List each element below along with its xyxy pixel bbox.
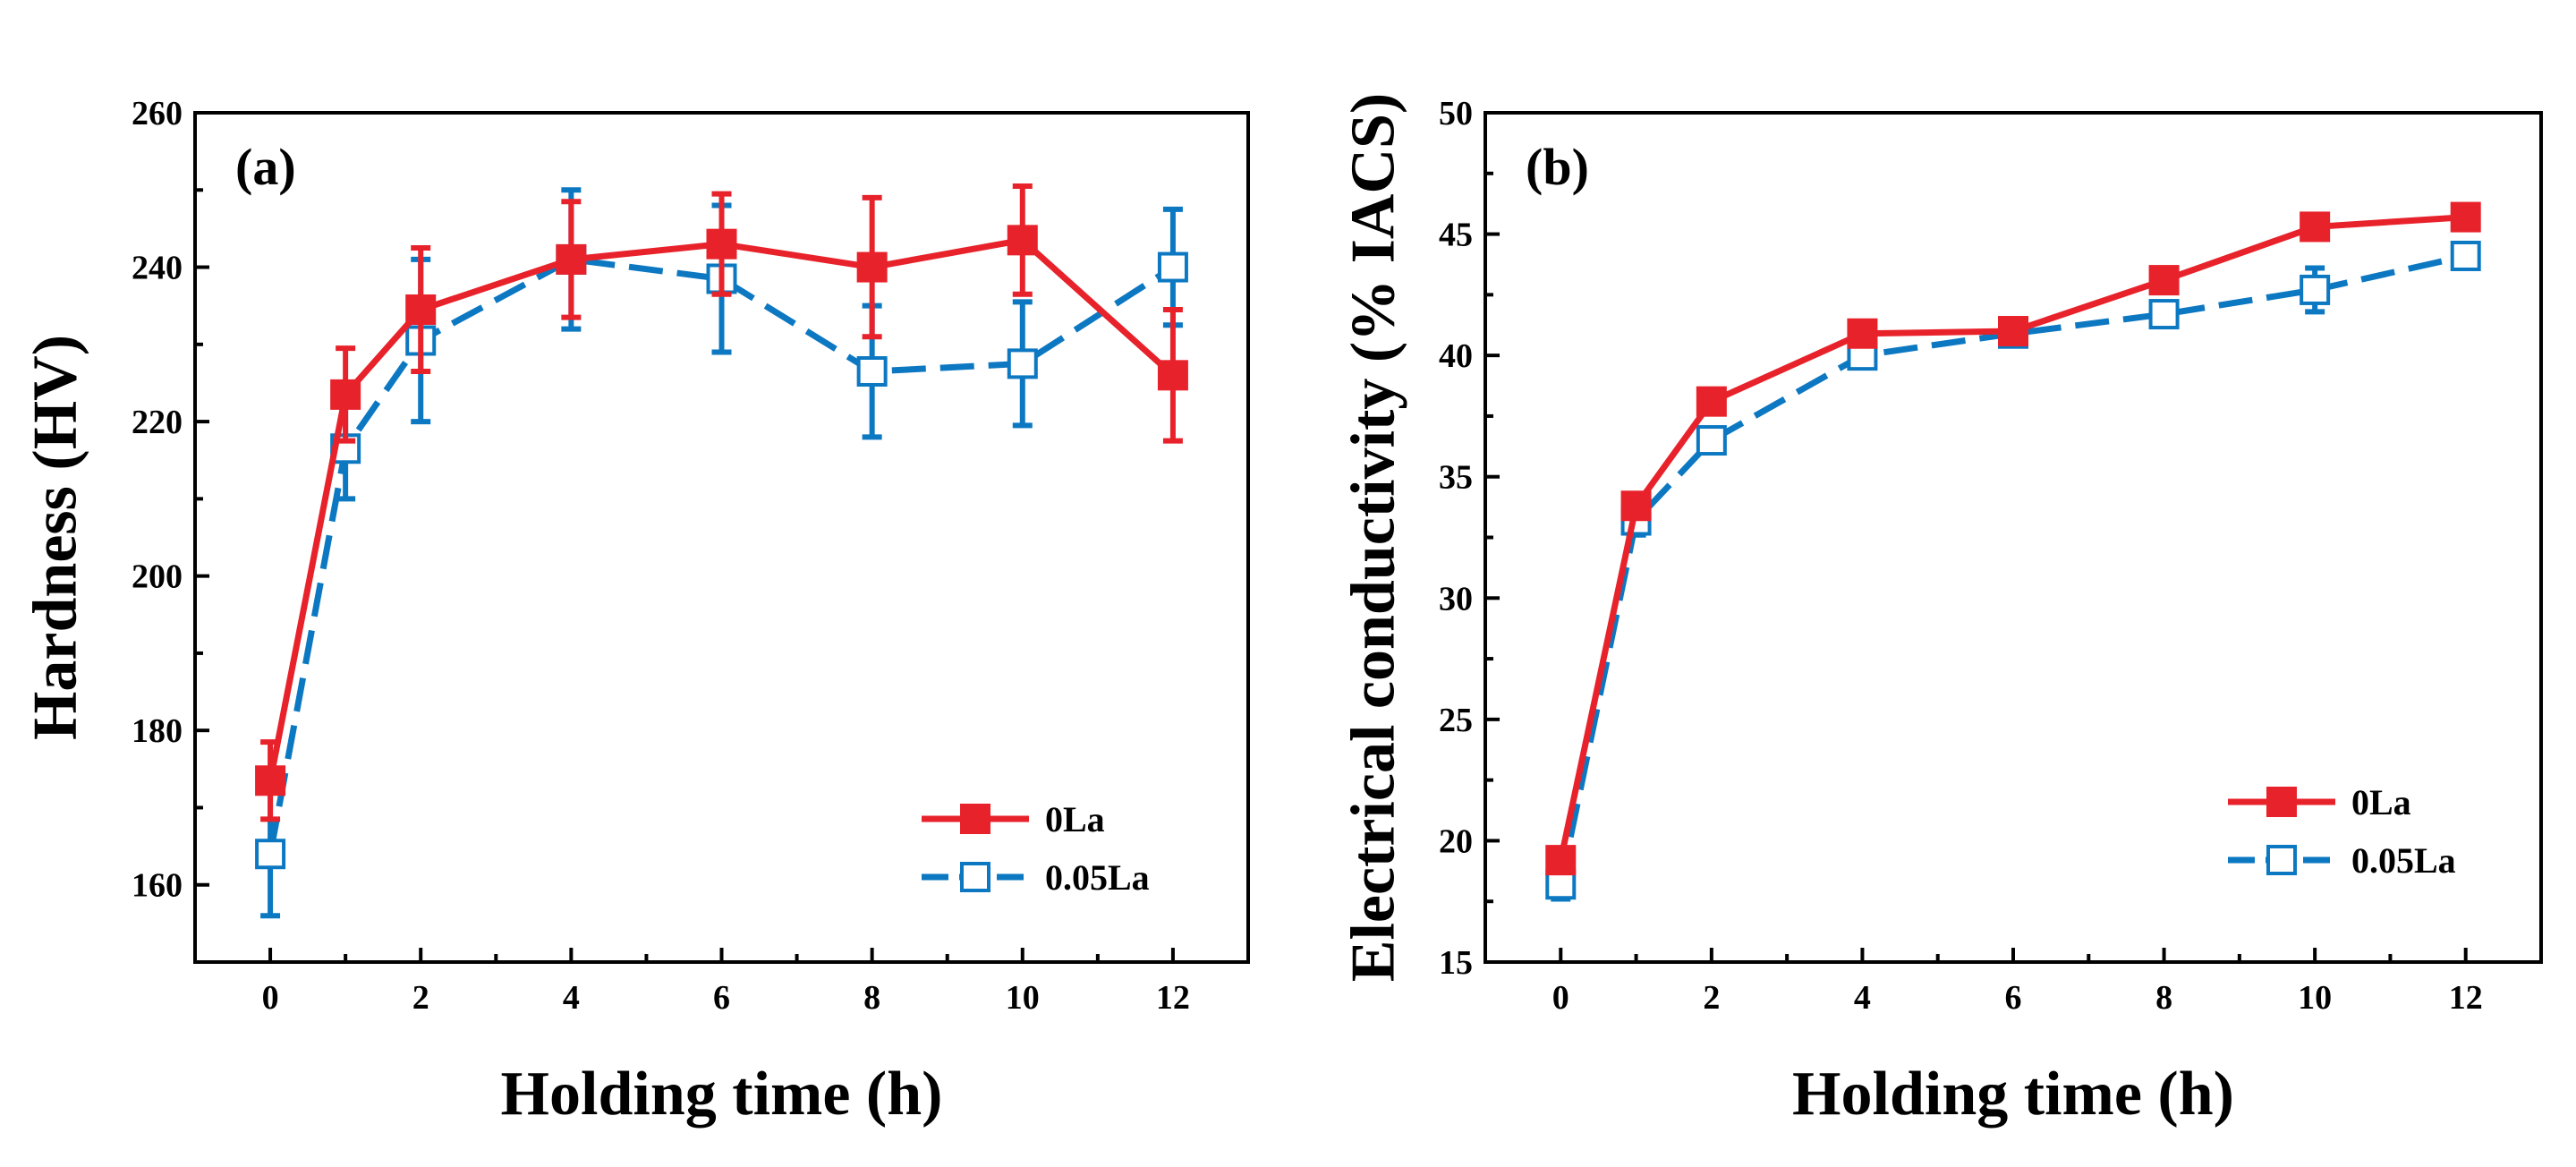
hardness-data-point [556,243,587,275]
conductivity-data-point [1847,318,1878,349]
hardness-y-axis-title: Hardness (HV) [21,335,90,740]
hardness-y-tick-label: 200 [132,558,183,596]
hardness-data-point [1157,360,1188,391]
conductivity-y-tick-label: 40 [1439,337,1473,375]
hardness-data-point [330,379,361,410]
conductivity-x-tick-label: 6 [2005,979,2022,1017]
hardness-data-point [255,839,286,870]
conductivity-x-tick-label: 2 [1703,979,1720,1017]
conductivity-data-point [1545,845,1577,876]
conductivity-y-tick-label: 25 [1439,702,1473,739]
conductivity-legend-label: 0.05La [2351,840,2456,881]
hardness-legend-marker [960,862,990,892]
conductivity-x-tick-label: 10 [2298,979,2332,1017]
conductivity-data-point [2450,240,2481,271]
conductivity-series-line [1557,214,2466,861]
conductivity-y-tick-label: 20 [1439,822,1473,860]
conductivity-y-tick-label: 45 [1439,217,1473,254]
hardness-data-point [1157,251,1188,283]
conductivity-x-tick-label: 8 [2155,979,2172,1017]
conductivity-legend-marker [2266,787,2297,817]
conductivity-y-axis-title: Electrical conductivity (% IACS) [1339,93,1408,982]
hardness-y-tick-label: 180 [132,712,183,750]
hardness-legend: 0La 0.05La [922,799,1150,898]
conductivity-data-point [2450,201,2481,233]
conductivity-legend-marker [2266,845,2297,875]
conductivity-legend: 0La 0.05La [2228,782,2456,881]
hardness-x-axis-title: Holding time (h) [501,1060,943,1129]
conductivity-series-0La [1545,201,2481,876]
conductivity-legend-label: 0La [2351,782,2411,822]
hardness-data-point [706,228,737,260]
hardness-y-tick-label: 160 [132,867,183,905]
conductivity-panel-label: (b) [1526,138,1589,196]
hardness-x-tick-label: 10 [1006,979,1040,1017]
hardness-x-tick-label: 8 [863,979,880,1017]
hardness-series-line [267,256,1175,855]
conductivity-data-point [1696,425,1727,456]
conductivity-data-point [2300,211,2331,243]
conductivity-data-point [1696,386,1727,417]
hardness-x-tick-label: 2 [412,979,429,1017]
hardness-x-tick-label: 6 [713,979,730,1017]
conductivity-x-tick-label: 0 [1552,979,1569,1017]
hardness-legend-label: 0.05La [1045,857,1150,898]
hardness-x-tick-label: 0 [262,979,279,1017]
conductivity-x-tick-label: 12 [2449,979,2483,1017]
conductivity-series-line [1557,252,2467,885]
hardness-legend-label: 0La [1045,799,1105,839]
hardness-series-0La [255,183,1188,822]
conductivity-data-point [1620,490,1652,522]
conductivity-x-axis-title: Holding time (h) [1792,1060,2234,1129]
hardness-x-tick-label: 4 [563,979,580,1017]
conductivity-panel: 0 2 4 6 8 10 12 15 20 25 30 35 40 45 50 Holding time (h… [1339,93,2543,1129]
conductivity-y-tick-label: 15 [1439,944,1473,982]
hardness-y-tick-label: 260 [132,95,183,132]
conductivity-x-tick-label: 4 [1854,979,1871,1017]
conductivity-data-point [2300,274,2331,305]
hardness-data-point [856,251,888,283]
conductivity-y-tick-label: 50 [1439,95,1473,132]
hardness-data-point [856,356,888,388]
conductivity-data-point [1998,316,2028,347]
conductivity-data-point [2148,265,2180,296]
hardness-y-tick-label: 220 [132,404,183,441]
hardness-y-tick-label: 240 [132,250,183,287]
conductivity-data-point [2148,299,2180,330]
hardness-panel: 0 2 4 6 8 10 12 160 180 200 220 240 260 Holding time … [21,95,1250,1129]
conductivity-y-tick-label: 35 [1439,459,1473,497]
hardness-data-point [1007,348,1038,379]
conductivity-y-tick-label: 30 [1439,580,1473,618]
hardness-legend-marker [960,804,990,834]
hardness-panel-label: (a) [235,138,296,196]
hardness-data-point [405,294,437,325]
hardness-x-tick-label: 12 [1156,979,1190,1017]
hardness-data-point [255,765,286,796]
hardness-data-point [1007,225,1038,256]
